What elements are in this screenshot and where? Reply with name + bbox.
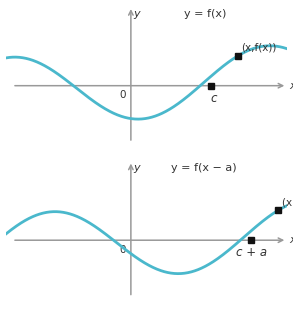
Text: y: y bbox=[134, 9, 140, 19]
Text: y: y bbox=[134, 163, 140, 173]
Text: y = f(x): y = f(x) bbox=[185, 9, 227, 19]
Text: (x + a,f(x)): (x + a,f(x)) bbox=[282, 197, 293, 207]
Text: c + a: c + a bbox=[236, 246, 267, 259]
Text: x: x bbox=[289, 235, 293, 245]
Text: 0: 0 bbox=[119, 91, 125, 100]
Text: (x,f(x)): (x,f(x)) bbox=[242, 42, 277, 53]
Text: x: x bbox=[289, 81, 293, 91]
Text: y = f(x − a): y = f(x − a) bbox=[171, 163, 237, 173]
Text: 0: 0 bbox=[119, 245, 125, 255]
Text: c: c bbox=[210, 92, 217, 105]
